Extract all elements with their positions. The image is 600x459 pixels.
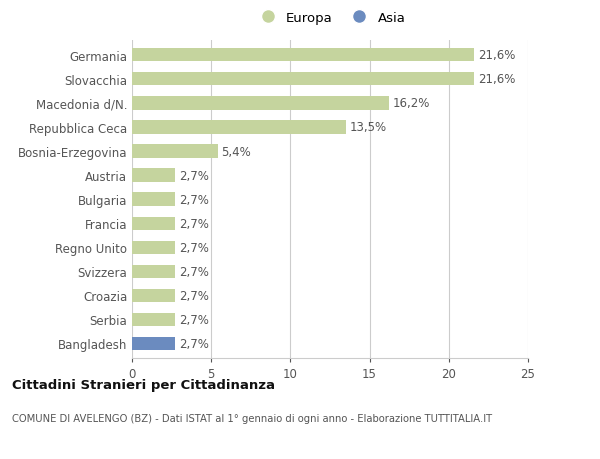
Bar	[132, 97, 389, 110]
Text: 2,7%: 2,7%	[179, 289, 209, 302]
Text: 2,7%: 2,7%	[179, 169, 209, 182]
Bar	[132, 193, 175, 206]
Text: 21,6%: 21,6%	[478, 73, 515, 86]
Text: Cittadini Stranieri per Cittadinanza: Cittadini Stranieri per Cittadinanza	[12, 379, 275, 392]
Bar	[132, 49, 474, 62]
Bar	[132, 121, 346, 134]
Text: 2,7%: 2,7%	[179, 241, 209, 254]
Bar	[132, 337, 175, 350]
Text: 2,7%: 2,7%	[179, 337, 209, 350]
Text: 16,2%: 16,2%	[392, 97, 430, 110]
Text: COMUNE DI AVELENGO (BZ) - Dati ISTAT al 1° gennaio di ogni anno - Elaborazione T: COMUNE DI AVELENGO (BZ) - Dati ISTAT al …	[12, 413, 492, 423]
Text: 5,4%: 5,4%	[221, 145, 251, 158]
Bar	[132, 289, 175, 302]
Bar	[132, 145, 218, 158]
Legend: Europa, Asia: Europa, Asia	[249, 7, 411, 30]
Bar	[132, 217, 175, 230]
Text: 2,7%: 2,7%	[179, 217, 209, 230]
Bar	[132, 313, 175, 326]
Bar	[132, 241, 175, 254]
Text: 21,6%: 21,6%	[478, 49, 515, 62]
Text: 2,7%: 2,7%	[179, 313, 209, 326]
Text: 2,7%: 2,7%	[179, 193, 209, 206]
Bar	[132, 169, 175, 182]
Bar	[132, 265, 175, 278]
Text: 2,7%: 2,7%	[179, 265, 209, 278]
Text: 13,5%: 13,5%	[350, 121, 387, 134]
Bar	[132, 73, 474, 86]
